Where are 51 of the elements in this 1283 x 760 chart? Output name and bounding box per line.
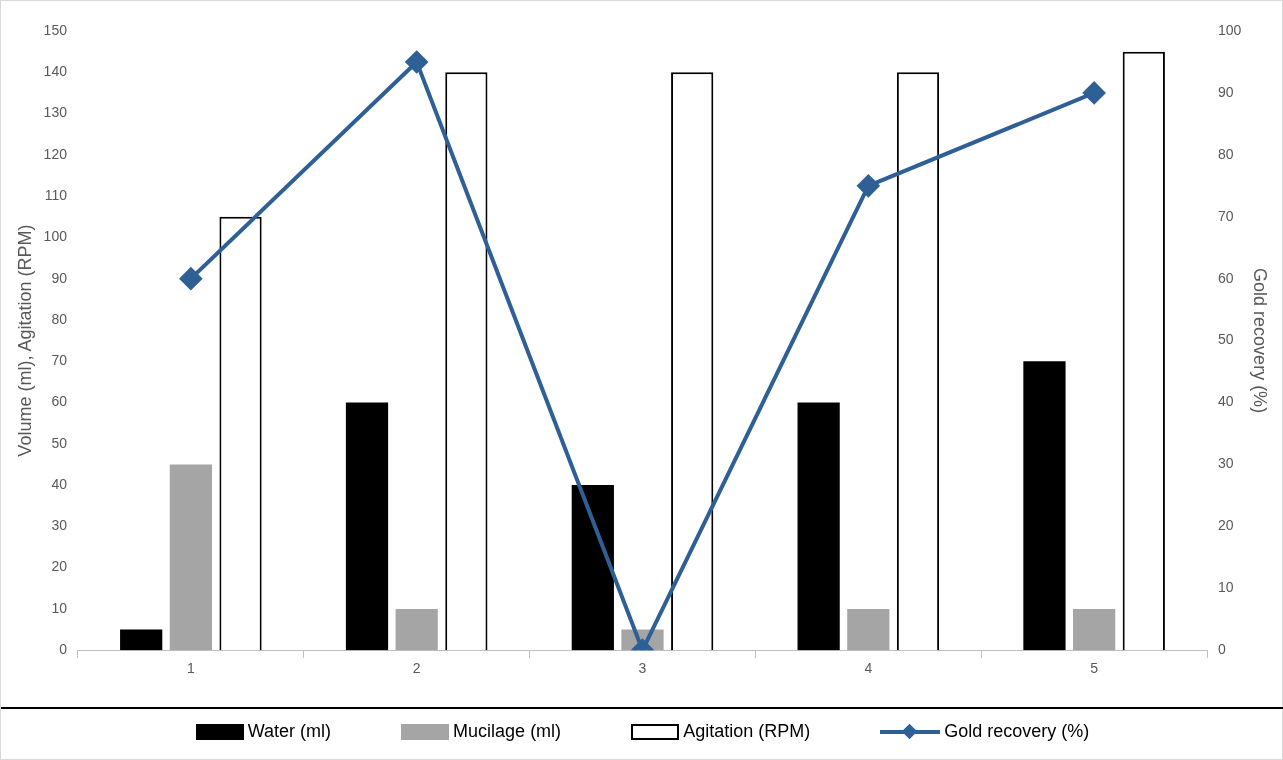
point (1083, 81, 1106, 104)
y2-tick-label: 80 (1218, 145, 1234, 162)
y-tick-label: 70 (51, 352, 68, 369)
y2-tick-label: 30 (1218, 455, 1234, 472)
bar (345, 402, 389, 651)
x-tick-label: 5 (1090, 660, 1099, 677)
legend-label: Water (ml) (247, 721, 332, 742)
y-tick-label: 50 (51, 434, 68, 451)
x-tick-label: 1 (186, 660, 195, 677)
bar (797, 402, 840, 651)
bar (169, 464, 212, 651)
y2-tick-label: 20 (1218, 517, 1234, 534)
y-tick-label: 10 (51, 599, 68, 616)
point (857, 174, 880, 197)
y-tick-label: 80 (51, 310, 68, 327)
bar (395, 608, 438, 651)
y-tick-label: 140 (43, 63, 68, 80)
y-tick-label: 40 (51, 475, 68, 492)
bar (1023, 361, 1066, 651)
x-tick-label: 2 (412, 660, 421, 677)
y2-tick-label: 50 (1218, 331, 1234, 348)
bar (1073, 608, 1116, 651)
y-tick-label: 20 (51, 558, 68, 575)
bar (120, 629, 163, 651)
y2-axis-title: Gold recovery (%) (1250, 268, 1271, 414)
y-tick-label: 110 (44, 186, 68, 203)
bar (847, 608, 890, 651)
y2-tick-label: 60 (1218, 269, 1234, 286)
y-tick-label: 0 (59, 641, 68, 658)
point (179, 267, 202, 290)
legend-label: Agitation (RPM) (683, 721, 811, 742)
x-tick-label: 4 (864, 660, 873, 677)
y2-tick-label: 70 (1218, 207, 1234, 224)
legend-label: Gold recovery (%) (944, 721, 1090, 742)
y2-tick-label: 90 (1218, 83, 1234, 100)
y-tick-label: 90 (51, 269, 68, 286)
y-tick-label: 130 (43, 104, 68, 121)
point (405, 50, 428, 73)
y2-tick-label: 100 (1218, 21, 1242, 38)
y-tick-label: 150 (43, 21, 68, 38)
y2-tick-label: 40 (1218, 393, 1234, 410)
x-tick-label: 3 (638, 660, 647, 677)
y-tick-label: 30 (51, 517, 68, 534)
legend-label: Mucilage (ml) (453, 721, 562, 742)
y-tick-label: 60 (51, 393, 68, 410)
y2-tick-label: 0 (1218, 641, 1227, 658)
y2-tick-label: 10 (1218, 579, 1234, 596)
y-tick-label: 120 (43, 145, 68, 162)
y-tick-label: 100 (43, 228, 68, 245)
y-axis-title: Volume (ml), Agitation (RPM) (14, 224, 35, 457)
bar (571, 485, 614, 651)
